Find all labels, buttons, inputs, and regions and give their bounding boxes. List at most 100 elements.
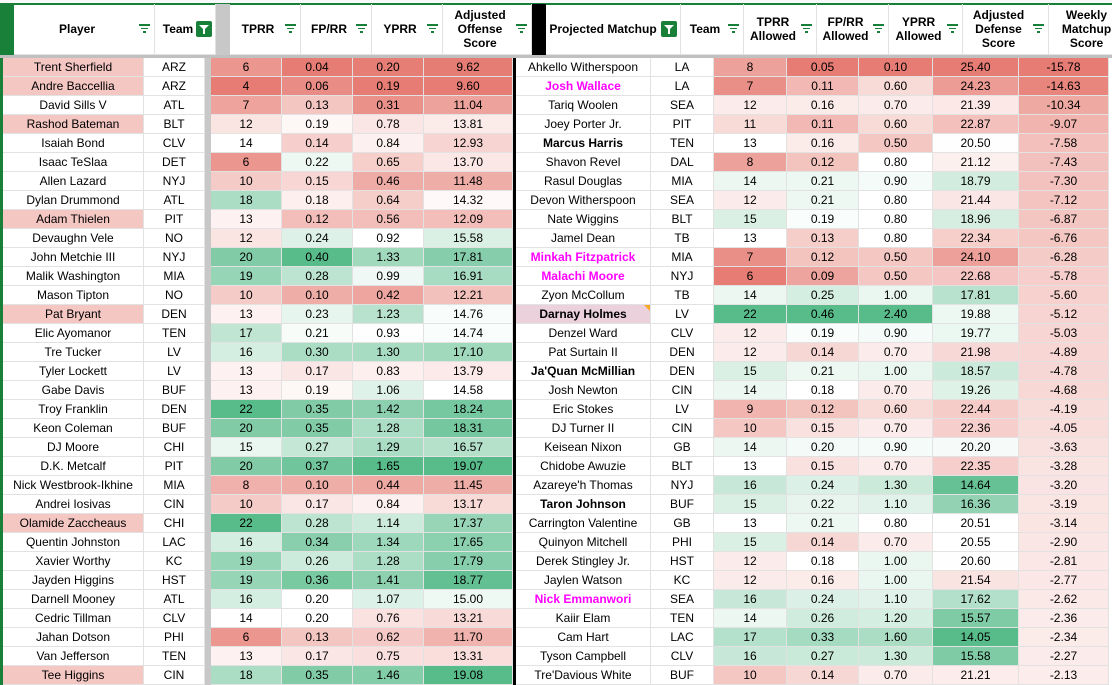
weekly-score-cell[interactable]: -3.14 (1019, 514, 1109, 533)
tprr-cell[interactable]: 10 (211, 286, 282, 305)
matchup-cell[interactable]: Derek Stingley Jr. (516, 552, 651, 571)
tprr-cell[interactable]: 16 (211, 343, 282, 362)
fprr-allowed-cell[interactable]: 0.18 (787, 552, 859, 571)
matchup-cell[interactable]: Kaiir Elam (516, 609, 651, 628)
adj-def-cell[interactable]: 19.26 (933, 381, 1019, 400)
tprr-allowed-cell[interactable]: 10 (714, 666, 787, 685)
header-tprr[interactable]: TPRR (230, 4, 301, 55)
header-tprr-allowed[interactable]: TPRR Allowed (744, 4, 817, 55)
header-fprr[interactable]: FP/RR (301, 4, 372, 55)
yprr-cell[interactable]: 1.30 (353, 343, 424, 362)
fprr-allowed-cell[interactable]: 0.21 (787, 191, 859, 210)
player-cell[interactable]: Malik Washington (3, 267, 144, 286)
yprr-allowed-cell[interactable]: 0.80 (859, 514, 933, 533)
player-cell[interactable]: Nick Westbrook-Ikhine (3, 476, 144, 495)
fprr-cell[interactable]: 0.10 (282, 286, 353, 305)
matchup-cell[interactable]: DJ Turner II (516, 419, 651, 438)
yprr-cell[interactable]: 0.62 (353, 628, 424, 647)
adj-def-cell[interactable]: 20.60 (933, 552, 1019, 571)
team2-cell[interactable]: BUF (651, 495, 714, 514)
tprr-allowed-cell[interactable]: 15 (714, 362, 787, 381)
team-cell[interactable]: CLV (144, 609, 205, 628)
fprr-allowed-cell[interactable]: 0.18 (787, 381, 859, 400)
tprr-cell[interactable]: 14 (211, 609, 282, 628)
weekly-score-cell[interactable]: -3.19 (1019, 495, 1109, 514)
weekly-score-cell[interactable]: -7.43 (1019, 153, 1109, 172)
yprr-cell[interactable]: 1.07 (353, 590, 424, 609)
weekly-score-cell[interactable]: -5.12 (1019, 305, 1109, 324)
fprr-cell[interactable]: 0.10 (282, 476, 353, 495)
tprr-cell[interactable]: 6 (211, 153, 282, 172)
adj-def-cell[interactable]: 18.79 (933, 172, 1019, 191)
team-cell[interactable]: ARZ (144, 58, 205, 77)
weekly-score-cell[interactable]: -7.12 (1019, 191, 1109, 210)
player-cell[interactable]: David Sills V (3, 96, 144, 115)
adj-off-cell[interactable]: 13.21 (424, 609, 513, 628)
header-team2[interactable]: Team (681, 4, 744, 55)
adj-off-cell[interactable]: 18.77 (424, 571, 513, 590)
weekly-score-cell[interactable]: -4.19 (1019, 400, 1109, 419)
filter-icon[interactable] (873, 24, 884, 34)
tprr-allowed-cell[interactable]: 17 (714, 628, 787, 647)
yprr-allowed-cell[interactable]: 1.10 (859, 590, 933, 609)
matchup-cell[interactable]: Keisean Nixon (516, 438, 651, 457)
team-cell[interactable]: CIN (144, 666, 205, 685)
team-cell[interactable]: NYJ (144, 248, 205, 267)
matchup-cell[interactable]: Nick Emmanwori (516, 590, 651, 609)
yprr-cell[interactable]: 0.19 (353, 77, 424, 96)
yprr-allowed-cell[interactable]: 0.70 (859, 533, 933, 552)
player-cell[interactable]: Jayden Higgins (3, 571, 144, 590)
team2-cell[interactable]: BLT (651, 210, 714, 229)
yprr-cell[interactable]: 1.65 (353, 457, 424, 476)
filter-icon[interactable] (947, 24, 958, 34)
yprr-cell[interactable]: 1.28 (353, 419, 424, 438)
team2-cell[interactable]: SEA (651, 590, 714, 609)
yprr-allowed-cell[interactable]: 0.60 (859, 400, 933, 419)
tprr-allowed-cell[interactable]: 12 (714, 552, 787, 571)
yprr-allowed-cell[interactable]: 1.00 (859, 286, 933, 305)
adj-off-cell[interactable]: 13.31 (424, 647, 513, 666)
fprr-allowed-cell[interactable]: 0.26 (787, 609, 859, 628)
player-cell[interactable]: Cedric Tillman (3, 609, 144, 628)
player-cell[interactable]: Tyler Lockett (3, 362, 144, 381)
fprr-allowed-cell[interactable]: 0.16 (787, 96, 859, 115)
yprr-cell[interactable]: 0.31 (353, 96, 424, 115)
team-cell[interactable]: NYJ (144, 172, 205, 191)
team-cell[interactable]: PIT (144, 457, 205, 476)
yprr-allowed-cell[interactable]: 0.80 (859, 191, 933, 210)
tprr-allowed-cell[interactable]: 11 (714, 115, 787, 134)
fprr-allowed-cell[interactable]: 0.21 (787, 514, 859, 533)
filter-icon[interactable] (285, 24, 296, 34)
tprr-allowed-cell[interactable]: 14 (714, 286, 787, 305)
fprr-cell[interactable]: 0.37 (282, 457, 353, 476)
weekly-score-cell[interactable]: -2.34 (1019, 628, 1109, 647)
tprr-allowed-cell[interactable]: 12 (714, 324, 787, 343)
weekly-score-cell[interactable]: -6.87 (1019, 210, 1109, 229)
team-cell[interactable]: LV (144, 362, 205, 381)
header-fprr-allowed[interactable]: FP/RR Allowed (817, 4, 889, 55)
fprr-cell[interactable]: 0.26 (282, 552, 353, 571)
adj-off-cell[interactable]: 12.21 (424, 286, 513, 305)
matchup-cell[interactable]: Pat Surtain II (516, 343, 651, 362)
adj-def-cell[interactable]: 20.20 (933, 438, 1019, 457)
matchup-cell[interactable]: Chidobe Awuzie (516, 457, 651, 476)
yprr-allowed-cell[interactable]: 1.20 (859, 609, 933, 628)
team2-cell[interactable]: BUF (651, 666, 714, 685)
fprr-cell[interactable]: 0.35 (282, 666, 353, 685)
weekly-score-cell[interactable]: -6.28 (1019, 248, 1109, 267)
matchup-cell[interactable]: Eric Stokes (516, 400, 651, 419)
player-cell[interactable]: Andrei Iosivas (3, 495, 144, 514)
yprr-cell[interactable]: 0.46 (353, 172, 424, 191)
yprr-cell[interactable]: 0.84 (353, 134, 424, 153)
fprr-allowed-cell[interactable]: 0.12 (787, 400, 859, 419)
matchup-cell[interactable]: Taron Johnson (516, 495, 651, 514)
adj-off-cell[interactable]: 11.04 (424, 96, 513, 115)
team-cell[interactable]: TEN (144, 647, 205, 666)
adj-def-cell[interactable]: 15.57 (933, 609, 1019, 628)
player-cell[interactable]: Mason Tipton (3, 286, 144, 305)
player-cell[interactable]: Quentin Johnston (3, 533, 144, 552)
weekly-score-cell[interactable]: -15.78 (1019, 58, 1109, 77)
fprr-allowed-cell[interactable]: 0.05 (787, 58, 859, 77)
adj-off-cell[interactable]: 9.62 (424, 58, 513, 77)
adj-def-cell[interactable]: 22.34 (933, 229, 1019, 248)
